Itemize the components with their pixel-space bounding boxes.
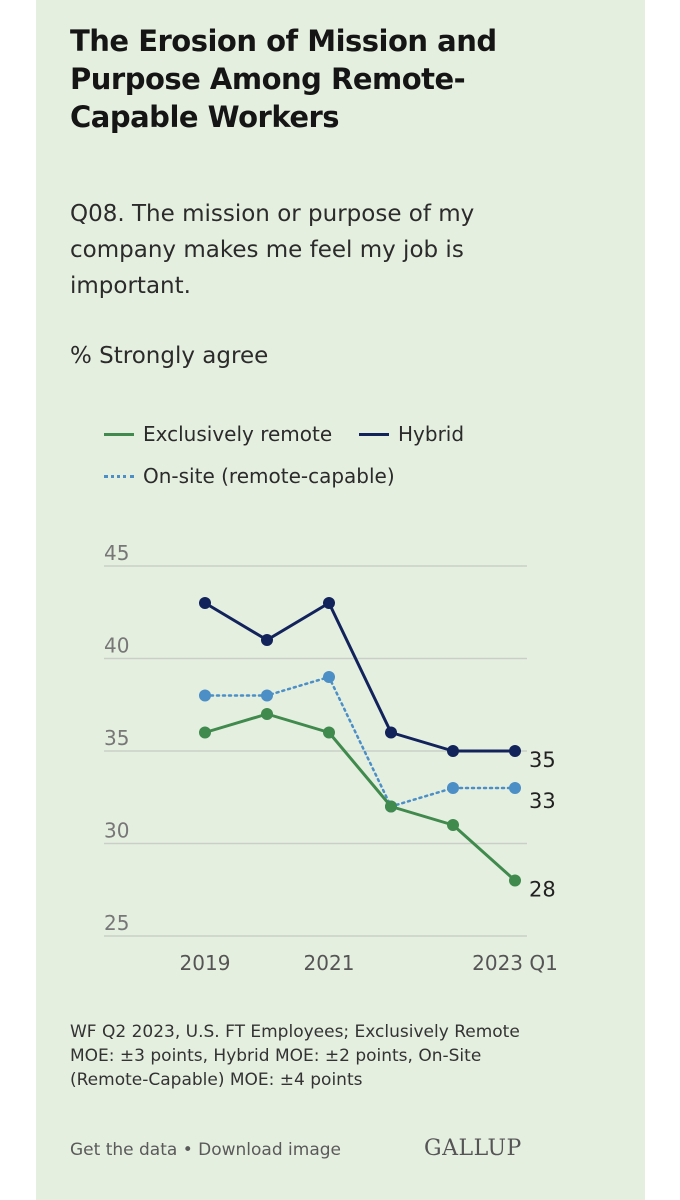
y-tick-label-45: 45 [104, 541, 129, 565]
data-point-hybrid-4 [447, 745, 459, 757]
end-label-onsite: 33 [529, 789, 556, 813]
gallup-logo: GALLUP [424, 1136, 522, 1161]
footer-separator: • [182, 1140, 193, 1160]
get-data-link[interactable]: Get the data [70, 1140, 178, 1160]
x-tick-label-2019: 2019 [180, 951, 231, 975]
data-point-remote-4 [447, 819, 459, 831]
data-point-hybrid-0 [199, 597, 211, 609]
data-point-remote-0 [199, 726, 211, 739]
legend-remote-label: Exclusively remote [143, 422, 333, 446]
legend-remote-swatch [104, 432, 134, 436]
y-tick-label-30: 30 [104, 819, 129, 843]
data-point-onsite-5 [509, 782, 521, 794]
footer-links: Get the data • Download image [70, 1140, 341, 1160]
data-point-remote-5 [509, 874, 521, 887]
data-point-remote-1 [261, 708, 273, 720]
end-label-hybrid: 35 [529, 748, 556, 772]
legend-hybrid-label: Hybrid [398, 422, 465, 446]
data-point-hybrid-3 [385, 726, 397, 739]
legend-onsite: On-site (remote-capable) [104, 464, 395, 488]
data-point-onsite-2 [323, 671, 335, 683]
legend-hybrid-swatch [359, 432, 389, 436]
y-tick-label-25: 25 [104, 911, 129, 935]
legend-onsite-swatch [104, 474, 134, 478]
y-tick-label-40: 40 [104, 634, 129, 658]
chart-title: The Erosion of Mission and Purpose Among… [70, 24, 497, 134]
series-line-onsite [203, 675, 517, 808]
series-line-hybrid [204, 601, 515, 753]
measure-label: % Strongly agree [70, 343, 269, 369]
data-point-hybrid-1 [261, 634, 273, 646]
legend-remote: Exclusively remote [104, 422, 332, 446]
data-point-hybrid-2 [323, 597, 335, 609]
end-label-remote: 28 [529, 878, 556, 902]
data-point-hybrid-5 [509, 745, 521, 757]
data-point-onsite-4 [447, 782, 459, 794]
download-image-link[interactable]: Download image [198, 1140, 341, 1160]
legend-hybrid: Hybrid [359, 422, 464, 446]
x-tick-label-2023-Q1: 2023 Q1 [472, 951, 558, 975]
y-tick-label-35: 35 [104, 726, 129, 750]
survey-question: Q08. The mission or purpose of my compan… [70, 201, 475, 299]
data-point-remote-2 [323, 726, 335, 739]
chart-card [36, 0, 645, 1200]
data-point-remote-3 [385, 800, 397, 813]
data-point-onsite-0 [199, 689, 211, 702]
x-tick-label-2021: 2021 [304, 951, 355, 975]
source-note: WF Q2 2023, U.S. FT Employees; Exclusive… [70, 1022, 520, 1090]
series-line-remote [204, 712, 517, 882]
data-point-onsite-1 [261, 689, 273, 702]
legend-onsite-label: On-site (remote-capable) [143, 464, 395, 488]
